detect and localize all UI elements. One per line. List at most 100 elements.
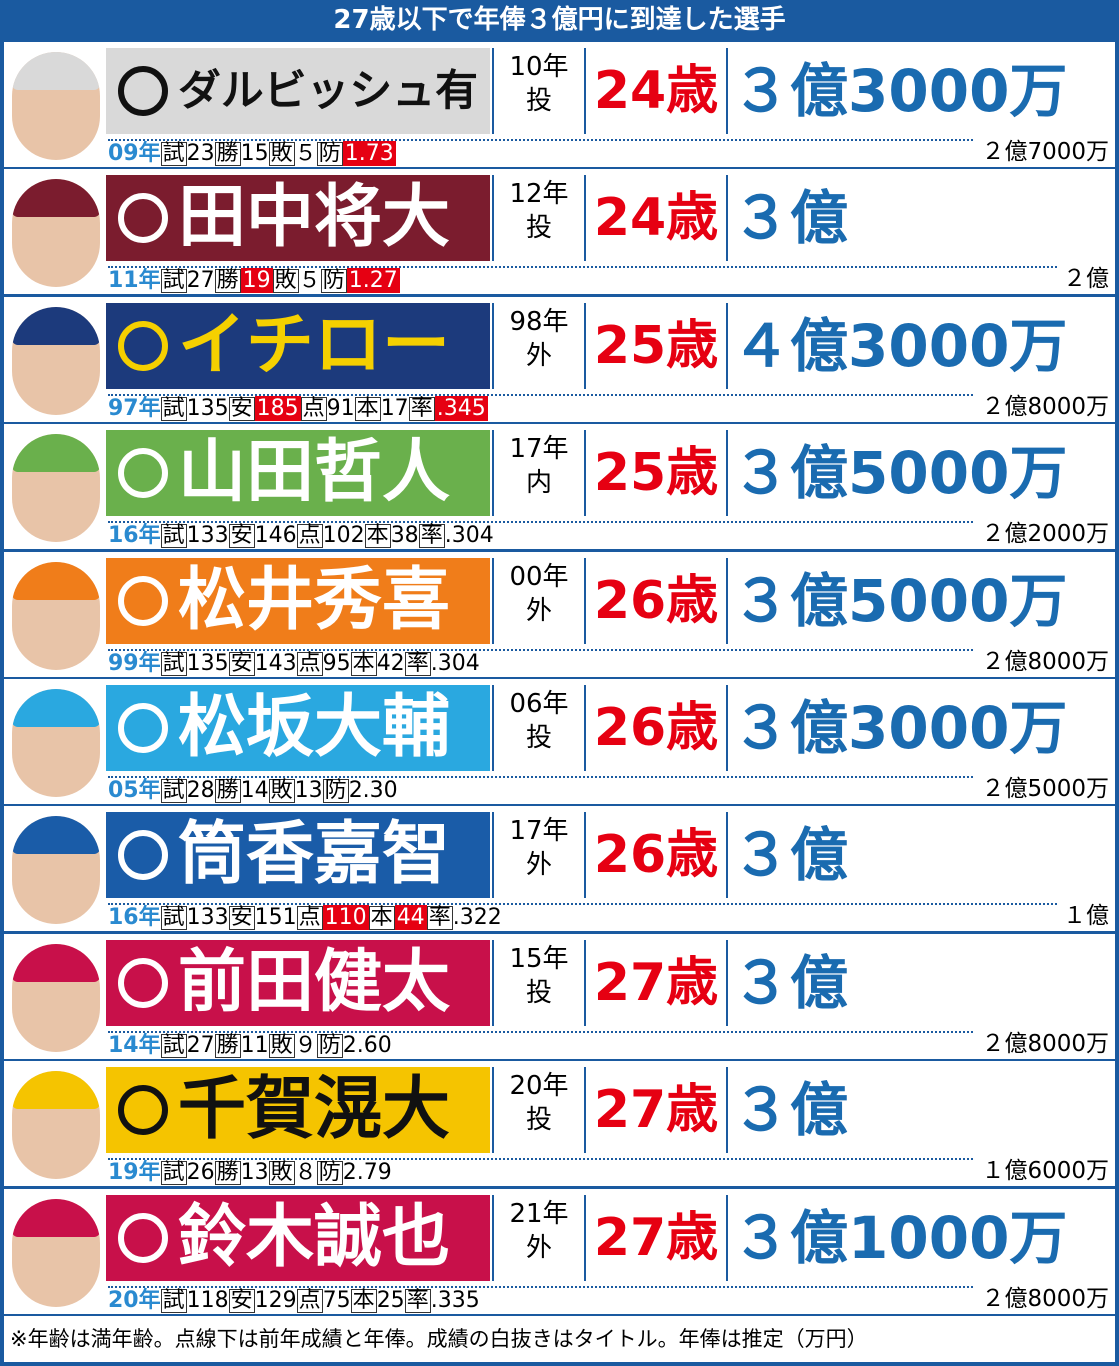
- stat-value: 11: [240, 1032, 269, 1058]
- stat-value: 110: [322, 905, 369, 931]
- stat-label: 試: [160, 1160, 187, 1186]
- name-banner: 山田哲人: [106, 430, 490, 517]
- season-position: 12年投: [496, 177, 582, 245]
- stat-value: 91: [326, 395, 355, 421]
- stat-value: 133: [186, 523, 229, 549]
- season: 12年: [509, 179, 569, 210]
- stats-line: 05年試28勝14敗13防2.30: [108, 776, 1108, 804]
- salary: ４億3000万: [732, 311, 1068, 380]
- season-position: 06年投: [496, 687, 582, 755]
- cap: [12, 52, 100, 90]
- age: 27歳: [593, 1207, 719, 1268]
- stats-line: 16年試133安151点 110 本 44 率.322: [108, 903, 1108, 931]
- previous-salary: ２億2000万: [975, 521, 1109, 548]
- stats-year: 20年: [108, 1287, 161, 1313]
- previous-salary: ２億8000万: [975, 1030, 1109, 1057]
- stat-value: .322: [452, 905, 502, 931]
- stat-value: 185: [254, 395, 301, 421]
- stat-value: 133: [186, 905, 229, 931]
- stat-value: 1.27: [346, 268, 400, 294]
- cap: [12, 561, 100, 600]
- player-row: 山田哲人 17年内 25歳 ３億5000万 16年試133安146点102本38率.30…: [4, 424, 1115, 550]
- player-photo: [12, 434, 100, 543]
- player-name: 田中将大: [178, 178, 451, 258]
- separator: [726, 1067, 728, 1154]
- stat-value: .345: [434, 395, 488, 421]
- player-name: 鈴木誠也: [178, 1197, 451, 1277]
- cap: [12, 306, 100, 345]
- stat-value: 26: [186, 1160, 215, 1186]
- separator: [492, 939, 494, 1026]
- stat-value: .304: [430, 650, 480, 676]
- season: 17年: [509, 434, 569, 465]
- stat-label: 試: [160, 523, 187, 549]
- separator: [726, 430, 728, 517]
- stat-label: 防: [316, 1032, 343, 1058]
- stat-value: 42: [376, 650, 405, 676]
- separator: [492, 685, 494, 771]
- stat-label: 防: [320, 268, 347, 294]
- age: 25歳: [593, 315, 719, 376]
- stat-label: 敗: [268, 1032, 295, 1058]
- separator: [584, 48, 586, 134]
- player-photo: [12, 179, 100, 288]
- stats-year: 05年: [108, 778, 161, 803]
- salary: ３億3000万: [732, 57, 1068, 125]
- name-banner: 田中将大: [106, 175, 490, 262]
- separator: [492, 175, 494, 262]
- stat-label: 試: [160, 141, 187, 166]
- player-row: 千賀滉大 20年投 27歳 ３億 19年試26勝13敗８防2.79 １億6000万: [4, 1061, 1115, 1187]
- stat-value: 2.60: [342, 1032, 392, 1058]
- team-logo: [118, 193, 168, 244]
- separator: [584, 557, 586, 644]
- position: 投: [525, 86, 552, 116]
- stat-value: 28: [186, 778, 215, 803]
- stat-label: 安: [228, 650, 255, 676]
- separator: [726, 302, 728, 389]
- stat-value: 1.73: [342, 141, 396, 166]
- stat-label: 点: [296, 650, 323, 676]
- player-name: 山田哲人: [178, 433, 451, 513]
- stats-line: 20年試118安129点75本25率.335: [108, 1285, 1108, 1314]
- stats-line: 14年試27勝11敗９防2.60: [108, 1030, 1108, 1059]
- stats-line: 97年試135安 185 点91本17率 .345: [108, 393, 1108, 422]
- stat-value: 95: [322, 650, 351, 676]
- player-photo: [12, 306, 100, 415]
- team-logo: [118, 957, 168, 1008]
- position: 外: [525, 850, 552, 881]
- stat-label: 敗: [268, 141, 295, 166]
- stat-label: 防: [316, 141, 343, 166]
- stat-label: 試: [160, 1032, 187, 1058]
- stat-label: 試: [160, 905, 187, 931]
- cap: [12, 434, 100, 473]
- season: 06年: [509, 689, 569, 719]
- stats-year: 16年: [108, 905, 161, 931]
- stat-label: 勝: [214, 1032, 241, 1058]
- previous-salary: １億6000万: [975, 1158, 1109, 1185]
- player-photo: [12, 561, 100, 670]
- stats-line: 09年試23勝15敗５防 1.73: [108, 139, 1108, 167]
- separator: [492, 302, 494, 389]
- age: 25歳: [593, 443, 719, 504]
- team-logo: [118, 320, 168, 371]
- separator: [584, 175, 586, 262]
- salary: ３億5000万: [732, 566, 1068, 635]
- season: 20年: [509, 1071, 569, 1102]
- position: 外: [525, 1232, 552, 1263]
- stat-value: 19: [240, 268, 273, 294]
- stat-label: 本: [364, 523, 391, 549]
- stat-value: 44: [394, 905, 427, 931]
- position: 投: [525, 213, 552, 244]
- stats-line: 99年試135安143点95本42率.304: [108, 648, 1108, 677]
- season: 17年: [509, 816, 569, 847]
- separator: [726, 557, 728, 644]
- season-position: 21年外: [496, 1197, 582, 1265]
- player-name: ダルビッシュ有: [178, 66, 478, 116]
- player-row: 鈴木誠也 21年外 27歳 ３億1000万 20年試118安129点75本25率.335…: [4, 1188, 1115, 1314]
- stat-label: 敗: [268, 778, 295, 803]
- age: 26歳: [593, 825, 719, 886]
- player-name: 前田健太: [178, 942, 451, 1022]
- stat-value: 135: [186, 650, 229, 676]
- stat-label: 安: [228, 905, 255, 931]
- stat-value: ９: [294, 1032, 317, 1058]
